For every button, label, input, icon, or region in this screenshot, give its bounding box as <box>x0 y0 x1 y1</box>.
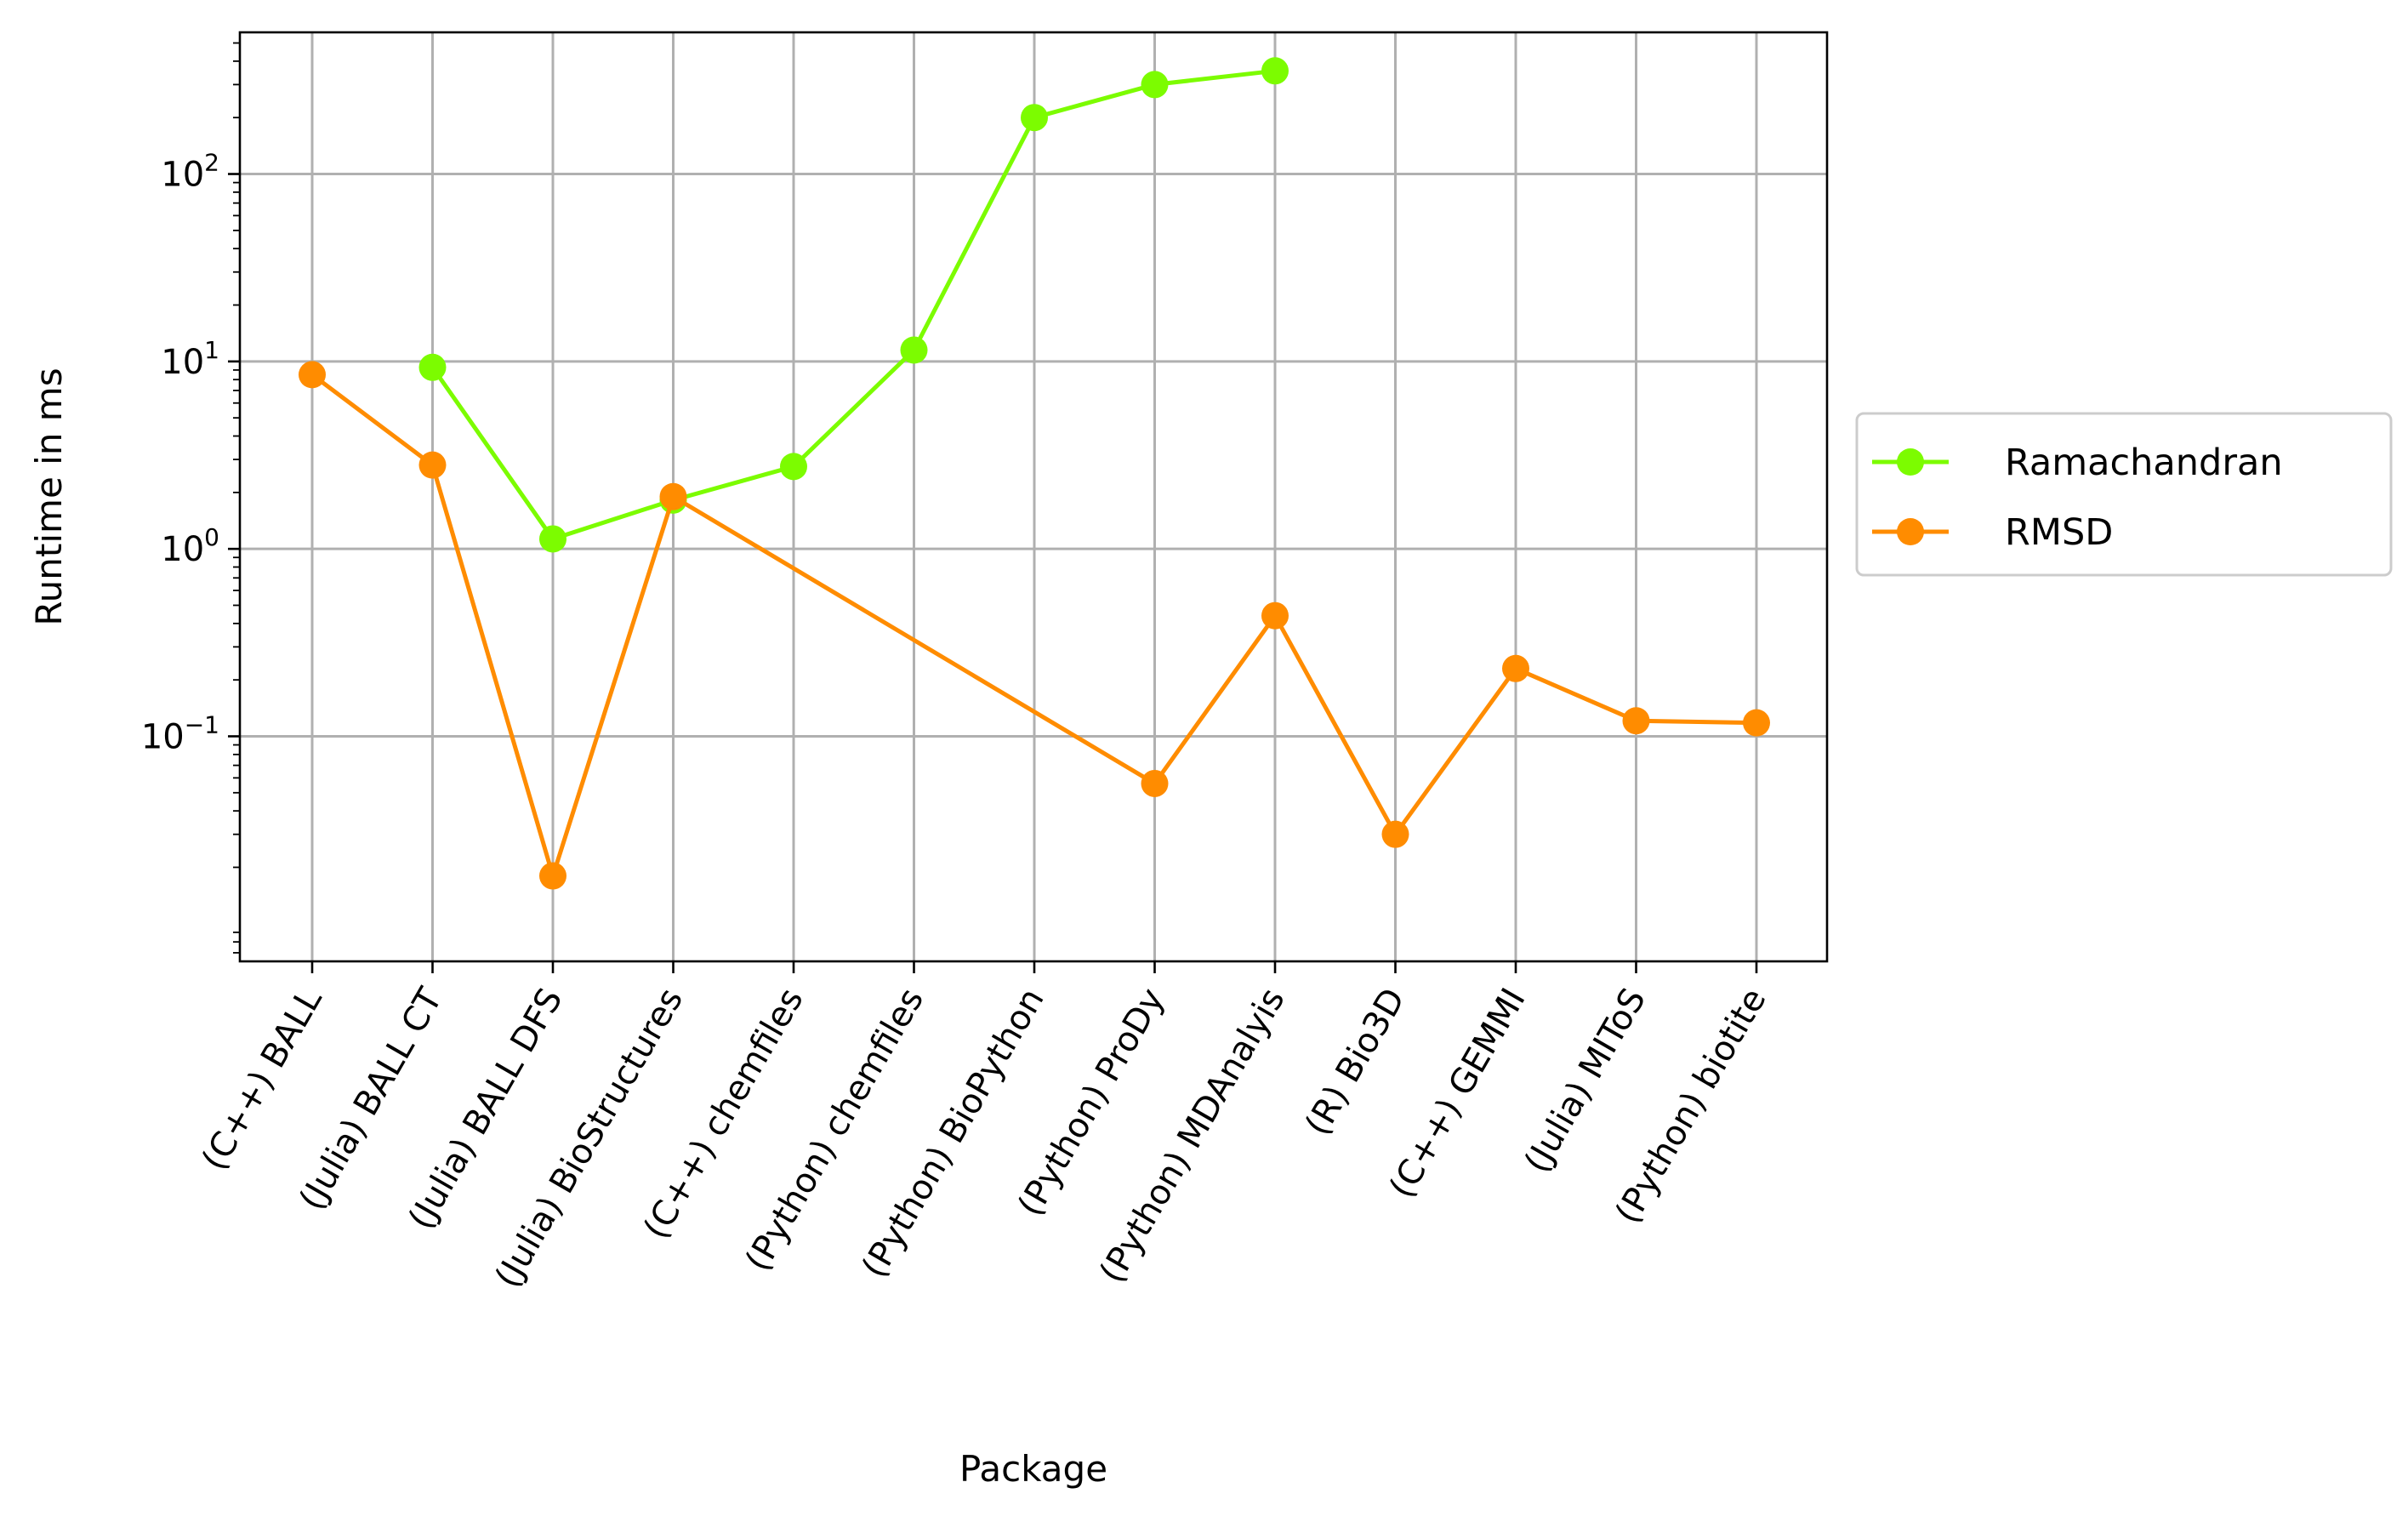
x-grid <box>310 32 1758 961</box>
y-tick-label: 10−1 <box>141 710 219 756</box>
legend-label: Ramachandran <box>2005 442 2283 484</box>
data-point <box>1021 104 1048 132</box>
data-point <box>900 336 928 364</box>
y-tick-label: 100 <box>161 523 219 569</box>
data-point <box>539 525 566 553</box>
legend: Ramachandran RMSD <box>1855 412 2393 577</box>
data-point <box>418 353 447 381</box>
data-point <box>1502 654 1529 682</box>
data-point <box>299 361 326 389</box>
data-point <box>659 482 687 510</box>
series-line <box>310 373 1757 879</box>
data-point <box>1261 601 1289 630</box>
legend-box <box>1855 412 2393 577</box>
y-axis-title: Runtime in ms <box>28 368 70 625</box>
legend-label: RMSD <box>2005 511 2113 554</box>
data-point <box>780 453 807 481</box>
series-layer <box>299 57 1770 890</box>
series-rmsd <box>299 361 1770 890</box>
data-point <box>418 451 447 479</box>
y-ticks: 10−1 100 101 102 <box>141 42 240 954</box>
y-tick-label: 101 <box>161 336 219 382</box>
data-point <box>1261 57 1289 85</box>
legend-marker <box>1897 448 1924 476</box>
data-point <box>539 862 566 890</box>
x-axis-title: Package <box>959 1448 1107 1490</box>
data-point <box>1381 820 1409 848</box>
data-point <box>1141 769 1169 797</box>
y-tick-label: 102 <box>161 149 219 195</box>
y-grid <box>240 173 1827 738</box>
data-point <box>1622 707 1650 735</box>
data-point <box>1141 71 1169 99</box>
data-point <box>1743 709 1770 737</box>
series-line <box>430 68 1276 541</box>
legend-marker <box>1897 518 1924 545</box>
